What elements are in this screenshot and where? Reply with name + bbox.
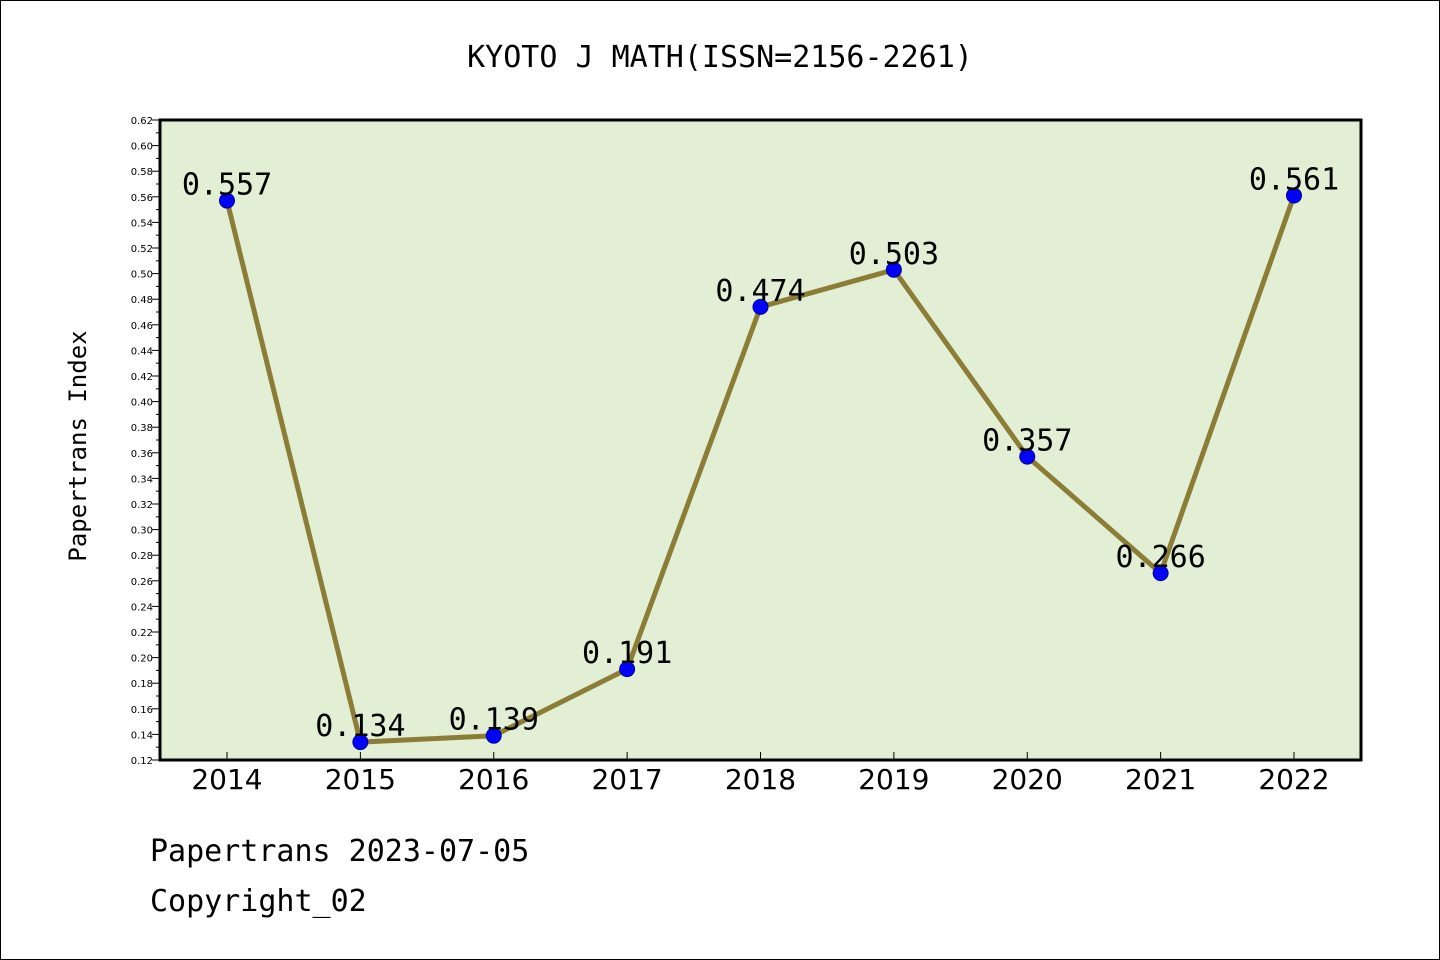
y-tick-label: 0.16	[131, 705, 153, 716]
y-tick-label: 0.40	[131, 398, 153, 409]
x-tick-label: 2016	[458, 763, 529, 796]
y-tick-label: 0.26	[131, 577, 153, 588]
data-label: 0.139	[449, 703, 539, 738]
x-tick-label: 2015	[325, 763, 396, 796]
x-tick-label: 2017	[591, 763, 662, 796]
x-tick-label: 2014	[191, 763, 262, 796]
data-label: 0.557	[182, 168, 272, 203]
data-label: 0.357	[982, 424, 1072, 459]
y-tick-label: 0.38	[131, 423, 153, 434]
y-tick-label: 0.12	[131, 756, 153, 767]
data-label: 0.561	[1249, 163, 1339, 198]
y-tick-label: 0.28	[131, 551, 153, 562]
x-tick-label: 2020	[992, 763, 1063, 796]
data-label: 0.191	[582, 636, 672, 671]
y-tick-label: 0.54	[131, 218, 153, 229]
data-point	[752, 298, 769, 315]
data-point	[885, 261, 902, 278]
y-axis: 0.12 0.14 0.16 0.18 0.20 0.22 0.24 0.26 0.28 0.30…	[131, 116, 160, 767]
x-tick-label: 2018	[725, 763, 796, 796]
data-point	[619, 661, 636, 678]
data-point	[1152, 565, 1169, 582]
y-tick-label: 0.56	[131, 193, 153, 204]
y-tick-label: 0.20	[131, 654, 153, 665]
y-tick-label: 0.58	[131, 167, 153, 178]
y-tick-label: 0.50	[131, 270, 153, 281]
y-tick-label: 0.46	[131, 321, 153, 332]
data-label: 0.266	[1115, 540, 1205, 575]
data-label: 0.503	[849, 237, 939, 272]
series-layer: 0.557 0.134 0.139 0.191 0.474 0.503 0.357 0.266…	[182, 163, 1339, 751]
y-tick-label: 0.52	[131, 244, 153, 255]
y-tick-label: 0.48	[131, 295, 153, 306]
x-tick-label: 2019	[858, 763, 929, 796]
plot-area	[158, 118, 1363, 762]
y-tick-label: 0.44	[131, 346, 153, 357]
y-tick-label: 0.18	[131, 679, 153, 690]
data-point	[1019, 448, 1036, 465]
y-axis-label: Papertrans Index	[64, 330, 92, 561]
chart-title: KYOTO J MATH(ISSN=2156-2261)	[467, 40, 973, 75]
x-tick-label: 2021	[1125, 763, 1196, 796]
y-tick-label: 0.34	[131, 474, 153, 485]
data-point	[352, 734, 369, 751]
y-tick-label: 0.14	[131, 730, 153, 741]
data-point	[219, 192, 235, 209]
footer-source-date: Papertrans 2023-07-05	[150, 834, 530, 869]
data-label: 0.474	[715, 274, 805, 309]
y-tick-label: 0.32	[131, 500, 153, 511]
y-tick-label: 0.22	[131, 628, 153, 639]
x-axis: 2014 2015 2016 2017 2018 2019 2020 2021 2022	[191, 752, 1330, 796]
y-tick-label: 0.24	[131, 602, 153, 613]
y-tick-label: 0.30	[131, 526, 153, 537]
y-tick-label: 0.60	[131, 142, 153, 153]
y-tick-label: 0.62	[131, 116, 153, 127]
data-point	[1286, 187, 1302, 204]
y-tick-label: 0.36	[131, 449, 153, 460]
y-tick-label: 0.42	[131, 372, 153, 383]
footer-copyright: Copyright_02	[150, 884, 367, 919]
x-tick-label: 2022	[1258, 763, 1329, 796]
data-point	[485, 727, 502, 744]
data-label: 0.134	[315, 709, 405, 744]
